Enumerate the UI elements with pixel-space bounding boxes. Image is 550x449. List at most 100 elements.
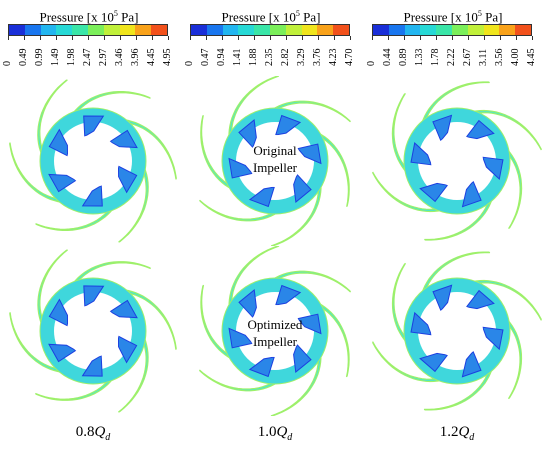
colorbar-tick-label: 1.88 — [248, 48, 259, 67]
impeller-blade — [293, 173, 312, 203]
colorbar-tick-label: 0.89 — [398, 48, 409, 67]
impeller-blade — [481, 326, 504, 351]
colorbar-tick-label: 1.33 — [414, 48, 425, 67]
colorbar-tick-label: 2.67 — [462, 48, 473, 67]
impeller-blade — [117, 165, 138, 194]
impeller-vane — [200, 284, 240, 364]
impeller-vane — [419, 81, 490, 133]
colorbar-3: Pressure [x 105 Pa] 0 0.44 0.89 1.33 1.78 2.2… — [366, 6, 538, 67]
impeller-blade — [81, 354, 103, 377]
impeller-vane — [37, 79, 68, 164]
impeller-ring-edge — [403, 277, 511, 385]
impeller-ring-edge — [39, 107, 147, 215]
colorbar-tick — [39, 36, 41, 40]
colorbar-tick — [23, 36, 25, 40]
colorbar-swatch — [467, 25, 484, 35]
colorbar-tick — [387, 36, 389, 40]
colorbar-swatch — [483, 25, 500, 35]
impeller-ring-edge — [39, 277, 147, 385]
impeller-blade — [48, 128, 69, 157]
colorbar-tick-label: 1.41 — [232, 48, 243, 67]
impeller-vane — [424, 189, 495, 241]
colorbar-swatch — [56, 25, 73, 35]
colorbar-tick — [87, 36, 89, 40]
colorbar-tick-label: 3.46 — [114, 48, 125, 67]
impeller-blade — [109, 129, 138, 149]
colorbar-tick — [531, 36, 533, 40]
colorbar-tick-label: 1.49 — [50, 48, 61, 67]
impeller-blade — [238, 288, 257, 319]
colorbar-tick-label: 4.45 — [526, 48, 537, 67]
impeller-blade — [410, 141, 433, 166]
colorbar-ticks: 0 0.49 0.99 1.49 1.98 2.47 2.97 3.46 3.96 4.45 4.9… — [2, 36, 173, 67]
colorbar-tick-label: 3.11 — [478, 48, 489, 66]
colorbar-tick-label: 0.44 — [382, 48, 393, 67]
impeller-hub-hole — [249, 135, 301, 187]
impeller-hub-hole — [431, 305, 483, 357]
impeller-original-1.2 — [372, 81, 542, 241]
colorbar-tick-label: 4.70 — [344, 48, 355, 67]
impeller-vane — [67, 261, 152, 291]
impeller-blade — [410, 311, 433, 336]
colorbar-swatch — [222, 25, 239, 35]
impeller-vane — [118, 158, 149, 243]
colorbar-1: Pressure [x 105 Pa] 0 0.49 0.99 1.49 1.98 2.4… — [2, 6, 174, 67]
original-impeller-label: Original Impeller — [252, 143, 298, 175]
impeller-vane — [115, 288, 177, 350]
optimized-impeller-label: Optimized Impeller — [247, 317, 303, 349]
colorbar-swatch — [451, 25, 468, 35]
colorbar-tick — [371, 36, 373, 40]
impeller-blade — [248, 186, 276, 208]
impeller-blade — [228, 327, 254, 349]
impeller-blade — [432, 114, 453, 142]
impeller-optimized-0.8 — [9, 249, 177, 413]
impeller-vane — [372, 171, 451, 213]
impeller-vane — [9, 312, 71, 374]
colorbar-tick — [71, 36, 73, 40]
colorbar-title: Pressure [x 105 Pa] — [221, 9, 321, 25]
impeller-vane — [501, 313, 523, 400]
colorbar-swatch — [404, 25, 421, 35]
colorbar-tick-label: 2.82 — [280, 48, 291, 67]
colorbar-tick-label: 3.29 — [296, 48, 307, 67]
colorbar-tick-label: 2.97 — [98, 48, 109, 67]
impeller-blade — [419, 352, 449, 373]
impeller-vane — [423, 360, 495, 411]
impeller-blade — [481, 156, 504, 181]
impeller-blade — [275, 284, 302, 306]
colorbar-tick — [119, 36, 121, 40]
colorbar-tick — [333, 36, 335, 40]
colorbar-swatch — [301, 25, 318, 35]
colorbar-swatch — [254, 25, 270, 35]
colorbar-title: Pressure [x 105 Pa] — [403, 9, 503, 25]
impeller-blade — [465, 119, 495, 140]
impeller-vane — [199, 199, 286, 222]
colorbar-tick-label: 4.45 — [146, 48, 157, 67]
impeller-vane — [310, 298, 350, 378]
impeller-blade — [228, 157, 254, 179]
colorbar-swatch — [103, 25, 120, 35]
colorbar-swatch — [72, 25, 88, 35]
impeller-blade — [48, 173, 77, 193]
impeller-blade — [461, 350, 482, 378]
colorbar-tick — [349, 36, 351, 40]
colorbar-tick — [499, 36, 501, 40]
impeller-vane — [67, 91, 151, 121]
colorbar-tick-label: 1.98 — [66, 48, 77, 67]
colorbar-tick-label: 2.22 — [446, 48, 457, 67]
impeller-ring — [40, 278, 146, 384]
colorbar-tick — [301, 36, 303, 40]
colorbar-swatch — [151, 25, 167, 35]
impeller-hub-hole — [67, 305, 119, 357]
impeller-vane — [37, 249, 68, 334]
impeller-vane — [310, 128, 350, 207]
colorbar-tick-label: 2.47 — [82, 48, 93, 67]
impeller-vane — [35, 201, 119, 231]
impeller-blade — [465, 289, 495, 310]
impeller-vane — [118, 328, 149, 413]
impeller-vane — [419, 251, 491, 302]
colorbar-tick-label: 2.35 — [264, 48, 275, 67]
colorbar-tick — [221, 36, 223, 40]
colorbar-tick-label: 0 — [2, 61, 13, 66]
impeller-ring-edge — [221, 277, 329, 385]
